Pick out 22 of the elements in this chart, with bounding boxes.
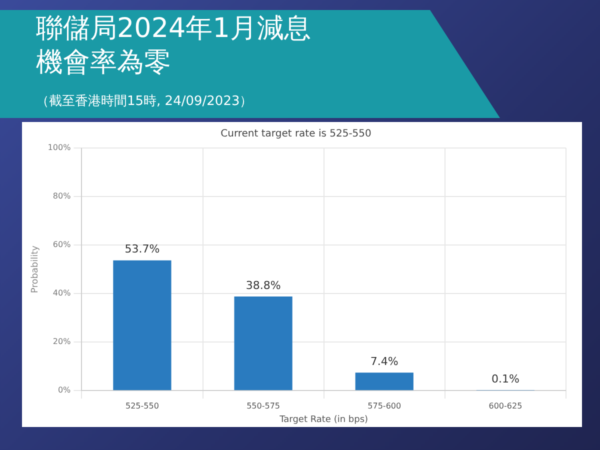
data-label: 0.1% [491, 372, 520, 386]
y-tick-label: 40% [52, 288, 72, 298]
bar [113, 260, 172, 390]
data-label: 7.4% [370, 355, 398, 368]
x-axis-title: Target Rate (in bps) [278, 414, 368, 425]
text: Current target rate is 525-550 [220, 128, 372, 140]
y-axis-title: Probability [30, 244, 41, 294]
y-tick-label: 0% [58, 386, 72, 395]
bar [234, 296, 292, 390]
chart-title: 聯儲局2024年1月減息機會率為零 [36, 12, 312, 80]
chart-subtitle: （截至香港時間15時, 24/09/2023） [36, 93, 253, 110]
y-tick-label: 20% [52, 337, 72, 346]
x-tick-label: 600-625 [488, 401, 522, 410]
y-tick-label: 100% [48, 143, 72, 152]
y-tick-label: 60% [52, 240, 72, 250]
data-label: 38.8% [246, 278, 281, 292]
bar [355, 372, 414, 390]
y-tick-label: 80% [52, 192, 72, 201]
x-tick-label: 525-550 [125, 401, 159, 410]
x-tick-label: 550-575 [246, 401, 280, 410]
data-label: 53.7% [124, 242, 160, 256]
x-tick-label: 575-600 [368, 401, 402, 410]
